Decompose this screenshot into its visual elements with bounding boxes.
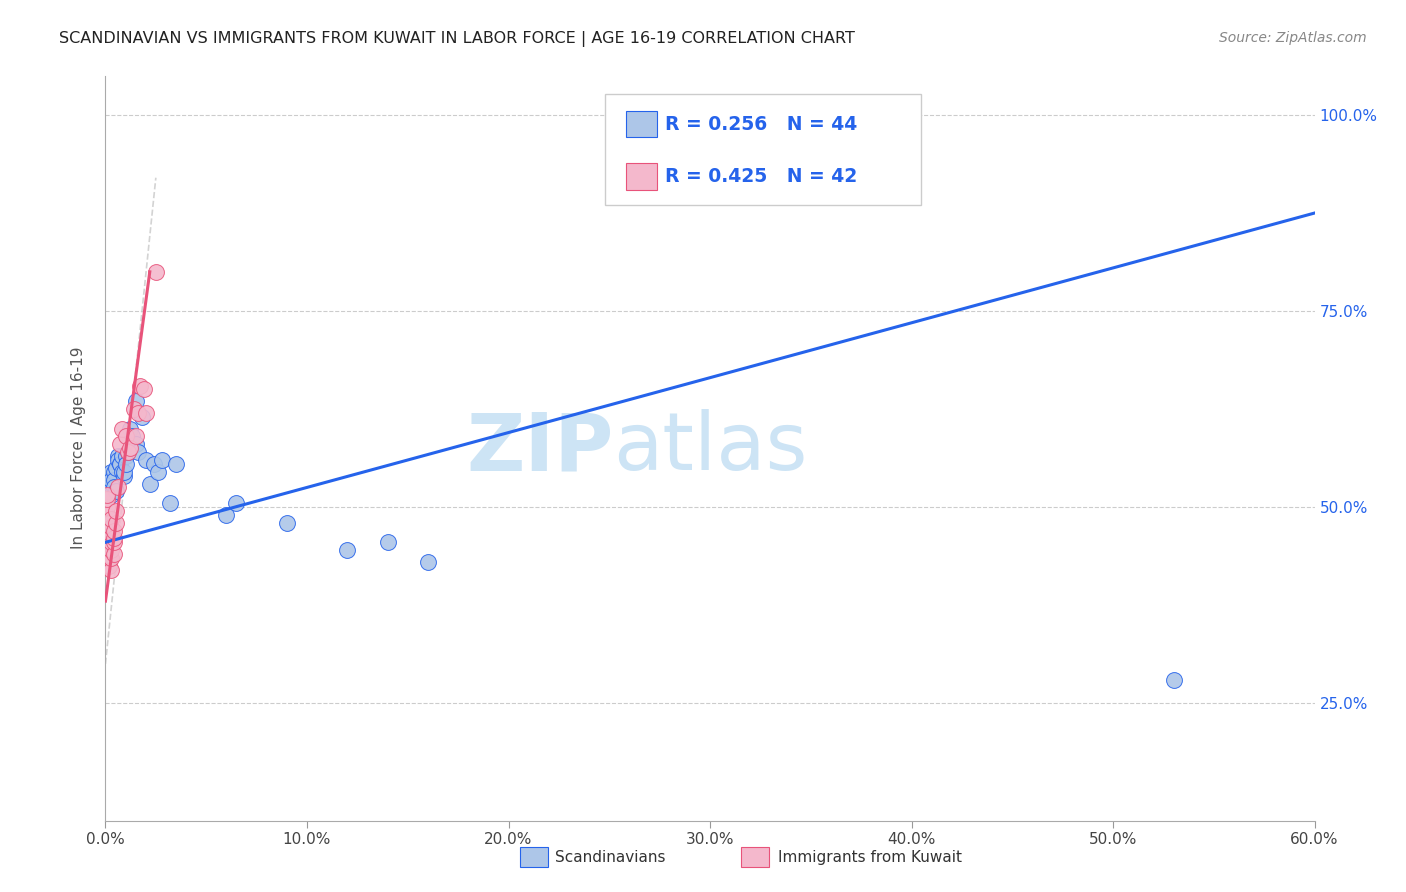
Point [679, 108, 702, 122]
Point [103, 532, 125, 546]
Point [100, 527, 122, 541]
Point [98, 558, 121, 573]
Point [110, 449, 132, 463]
Text: R = 0.256   N = 44: R = 0.256 N = 44 [665, 115, 858, 135]
Point [127, 445, 149, 459]
Point [103, 465, 125, 479]
Point [124, 437, 148, 451]
Point [131, 409, 153, 424]
Point [100, 488, 122, 502]
Point [139, 476, 162, 491]
Point [98, 524, 121, 538]
Point [100, 519, 122, 533]
Point [104, 504, 127, 518]
Point [132, 383, 155, 397]
Point [98, 535, 121, 549]
Text: atlas: atlas [613, 409, 807, 487]
Text: ZIP: ZIP [465, 409, 613, 487]
Point [114, 457, 136, 471]
Point [96, 508, 118, 522]
Point [103, 473, 125, 487]
Point [100, 563, 122, 577]
Point [100, 473, 122, 487]
Point [117, 445, 139, 459]
Point [128, 378, 150, 392]
Point [100, 465, 122, 479]
Text: Source: ZipAtlas.com: Source: ZipAtlas.com [1219, 31, 1367, 45]
Point [100, 535, 122, 549]
Point [127, 406, 149, 420]
Point [96, 527, 118, 541]
Point [104, 460, 127, 475]
Point [96, 492, 118, 507]
Point [135, 453, 157, 467]
Point [103, 480, 125, 494]
Point [98, 527, 121, 541]
Point [96, 551, 118, 566]
Point [142, 457, 165, 471]
Text: Scandinavians: Scandinavians [555, 850, 666, 864]
Point [104, 484, 127, 499]
Point [121, 429, 143, 443]
Point [215, 508, 238, 522]
Point [146, 465, 169, 479]
Point [114, 449, 136, 463]
Point [107, 449, 129, 463]
Point [108, 437, 131, 451]
Point [103, 524, 125, 538]
Point [638, 112, 661, 126]
Point [114, 429, 136, 443]
Point [100, 543, 122, 558]
Y-axis label: In Labor Force | Age 16-19: In Labor Force | Age 16-19 [70, 347, 87, 549]
Point [118, 442, 141, 455]
Point [107, 480, 129, 494]
Point [1163, 673, 1185, 687]
Point [124, 394, 148, 409]
Point [110, 465, 132, 479]
Point [96, 500, 118, 514]
Point [658, 110, 681, 124]
Point [276, 516, 298, 530]
Point [103, 547, 125, 561]
Point [122, 402, 145, 417]
Point [336, 543, 359, 558]
Point [225, 496, 247, 510]
Point [107, 453, 129, 467]
Point [96, 516, 118, 530]
Point [416, 555, 439, 569]
Point [96, 543, 118, 558]
Point [117, 445, 139, 459]
Point [100, 551, 122, 566]
Point [124, 429, 148, 443]
Point [108, 457, 131, 471]
Point [112, 465, 135, 479]
Point [103, 535, 125, 549]
Text: Immigrants from Kuwait: Immigrants from Kuwait [778, 850, 962, 864]
Point [112, 468, 135, 483]
Point [165, 457, 187, 471]
Point [98, 551, 121, 566]
Point [118, 422, 141, 436]
Point [98, 473, 121, 487]
Point [110, 422, 132, 436]
Point [145, 265, 167, 279]
Point [150, 453, 173, 467]
Point [98, 516, 121, 530]
Point [100, 512, 122, 526]
Point [96, 535, 118, 549]
Point [377, 535, 399, 549]
Point [104, 516, 127, 530]
Point [96, 519, 118, 533]
Text: R = 0.425   N = 42: R = 0.425 N = 42 [665, 167, 858, 186]
Point [108, 457, 131, 471]
Text: SCANDINAVIAN VS IMMIGRANTS FROM KUWAIT IN LABOR FORCE | AGE 16-19 CORRELATION CH: SCANDINAVIAN VS IMMIGRANTS FROM KUWAIT I… [59, 31, 855, 47]
Point [159, 496, 181, 510]
Point [96, 488, 118, 502]
Point [135, 406, 157, 420]
Point [98, 480, 121, 494]
